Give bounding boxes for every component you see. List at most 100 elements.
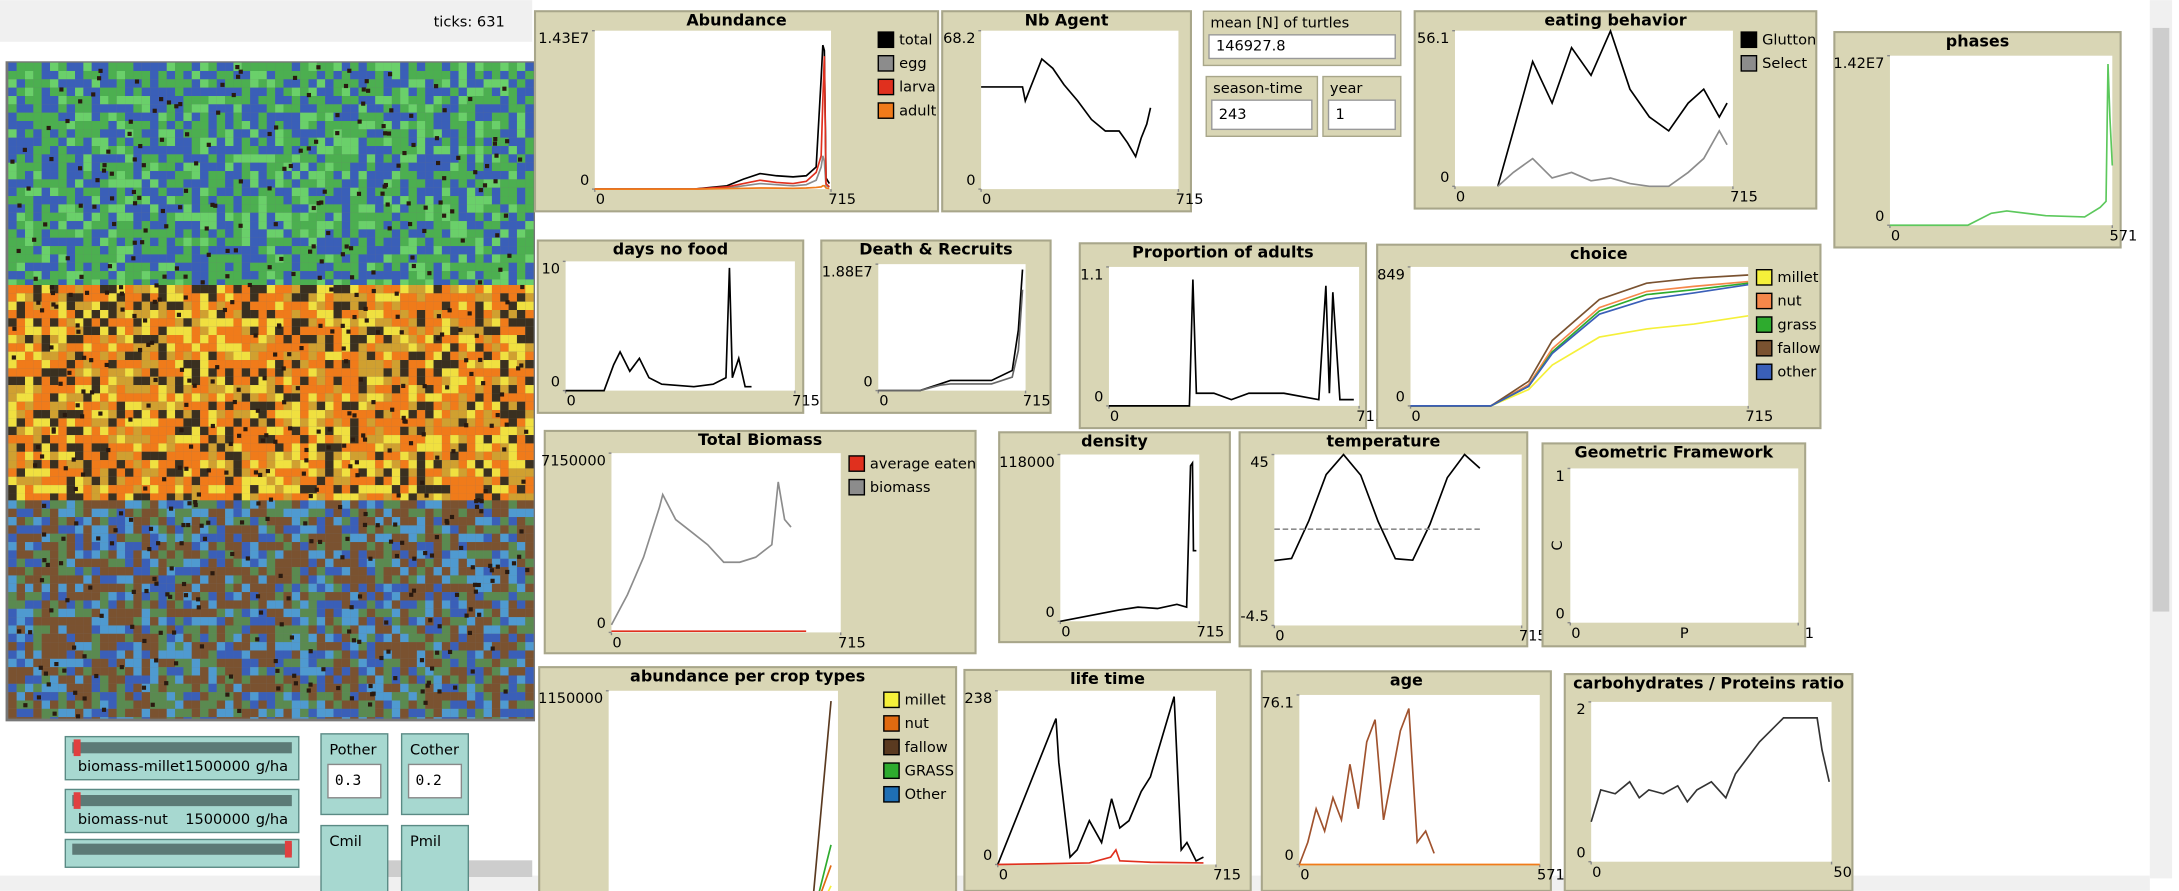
patch xyxy=(225,667,233,675)
patch xyxy=(442,368,450,376)
patch xyxy=(208,129,216,137)
patch xyxy=(83,485,91,493)
patch xyxy=(75,642,83,650)
patch xyxy=(250,659,258,667)
patch xyxy=(309,263,317,271)
patch xyxy=(117,327,125,335)
patch xyxy=(359,204,367,212)
patch xyxy=(8,113,16,121)
patch xyxy=(83,460,91,468)
patch xyxy=(525,293,533,301)
patch xyxy=(8,592,16,600)
patch xyxy=(350,335,358,343)
patch xyxy=(42,659,50,667)
patch xyxy=(342,509,350,517)
patch xyxy=(258,368,266,376)
patch xyxy=(117,88,125,96)
patch xyxy=(309,559,317,567)
patch xyxy=(350,559,358,567)
patch xyxy=(58,302,66,310)
patch xyxy=(309,293,317,301)
patch xyxy=(17,221,25,229)
patch xyxy=(342,146,350,154)
patch xyxy=(459,509,467,517)
patch xyxy=(475,634,483,642)
patch xyxy=(17,443,25,451)
patch xyxy=(300,246,308,254)
patch xyxy=(158,63,166,71)
patch xyxy=(100,684,108,692)
patch xyxy=(484,650,492,658)
patch xyxy=(8,559,16,567)
patch xyxy=(117,129,125,137)
patch xyxy=(342,617,350,625)
patch xyxy=(467,709,475,717)
patch xyxy=(325,88,333,96)
patch xyxy=(283,377,291,385)
patch xyxy=(484,500,492,508)
patch xyxy=(150,567,158,575)
patch xyxy=(434,525,442,533)
patch xyxy=(367,96,375,104)
patch xyxy=(400,642,408,650)
patch xyxy=(417,642,425,650)
patch xyxy=(434,542,442,550)
patch xyxy=(267,402,275,410)
patch xyxy=(133,692,141,700)
patch xyxy=(167,393,175,401)
patch xyxy=(33,196,41,204)
patch xyxy=(92,625,100,633)
patch xyxy=(467,509,475,517)
patch xyxy=(350,650,358,658)
patch xyxy=(25,600,33,608)
patch xyxy=(467,271,475,279)
patch xyxy=(33,542,41,550)
patch xyxy=(492,163,500,171)
patch xyxy=(242,246,250,254)
patch xyxy=(300,71,308,79)
patch xyxy=(258,343,266,351)
patch xyxy=(317,293,325,301)
patch xyxy=(108,318,116,326)
patch xyxy=(75,592,83,600)
patch xyxy=(492,692,500,700)
patch xyxy=(283,584,291,592)
patch xyxy=(175,271,183,279)
patch xyxy=(517,592,525,600)
patch xyxy=(225,113,233,121)
patch xyxy=(17,79,25,87)
patch xyxy=(208,534,216,542)
patch xyxy=(484,88,492,96)
patch xyxy=(192,293,200,301)
patch xyxy=(442,609,450,617)
patch xyxy=(317,477,325,485)
patch xyxy=(242,121,250,129)
patch xyxy=(350,221,358,229)
patch xyxy=(58,650,66,658)
patch xyxy=(334,213,342,221)
patch xyxy=(75,477,83,485)
patch xyxy=(233,659,241,667)
patch xyxy=(492,360,500,368)
patch xyxy=(150,500,158,508)
patch xyxy=(92,684,100,692)
patch xyxy=(67,410,75,418)
patch xyxy=(400,443,408,451)
patch xyxy=(17,517,25,525)
patch xyxy=(158,154,166,162)
patch xyxy=(525,468,533,476)
patch xyxy=(125,238,133,246)
patch xyxy=(117,634,125,642)
patch xyxy=(450,263,458,271)
patch xyxy=(250,79,258,87)
patch xyxy=(233,460,241,468)
patch xyxy=(392,500,400,508)
patch xyxy=(100,692,108,700)
patch xyxy=(450,617,458,625)
patch xyxy=(67,667,75,675)
patch xyxy=(392,71,400,79)
patch xyxy=(250,129,258,137)
patch xyxy=(225,567,233,575)
patch xyxy=(317,310,325,318)
patch xyxy=(150,318,158,326)
